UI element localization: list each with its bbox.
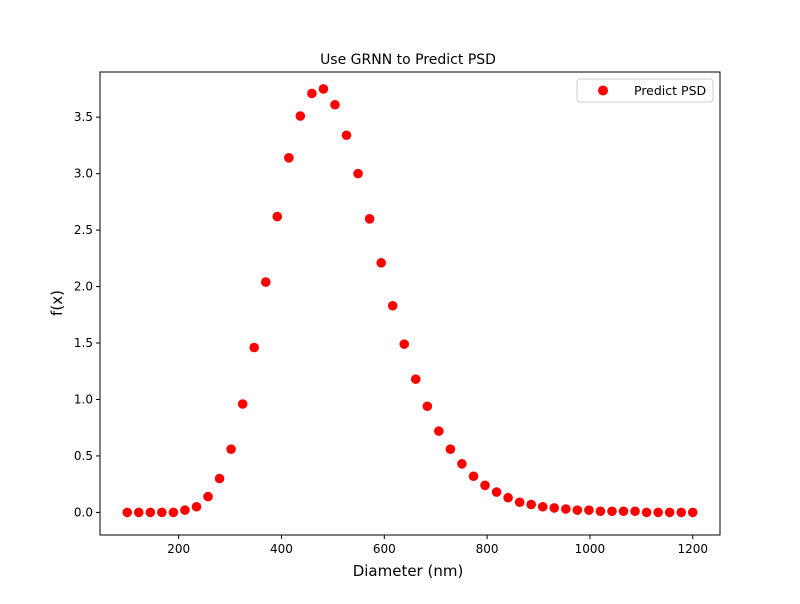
data-point <box>445 444 456 454</box>
data-points <box>122 84 698 518</box>
data-point <box>249 342 259 353</box>
data-point <box>526 499 536 510</box>
y-tick-label: 0.5 <box>74 449 93 463</box>
data-point <box>387 300 398 311</box>
x-tick-label: 800 <box>476 542 499 556</box>
plot-area-frame <box>99 71 721 536</box>
data-point <box>272 211 283 222</box>
y-tick-label: 2.5 <box>74 223 93 237</box>
data-point <box>410 374 421 384</box>
legend: Predict PSD <box>576 78 714 103</box>
data-point <box>641 507 652 518</box>
data-point <box>572 505 583 515</box>
x-tick-label: 1200 <box>677 542 708 556</box>
data-point <box>630 506 640 517</box>
data-point <box>549 503 560 513</box>
y-tick-label: 3.0 <box>74 167 93 181</box>
data-point <box>284 153 294 163</box>
legend-label: Predict PSD <box>634 83 706 98</box>
data-point <box>676 507 687 518</box>
data-point <box>341 130 352 141</box>
x-tick-label: 400 <box>270 542 293 556</box>
chart-title: Use GRNN to Predict PSD <box>320 52 496 68</box>
data-point <box>561 504 571 514</box>
data-point <box>514 497 525 508</box>
data-point <box>157 507 167 518</box>
data-point <box>653 507 663 518</box>
data-point <box>168 507 179 518</box>
data-point <box>664 507 675 518</box>
data-point <box>607 506 617 517</box>
data-point <box>295 111 306 121</box>
x-axis: 200 400 600 800 1000 1200 <box>167 535 708 556</box>
data-point <box>353 168 363 179</box>
y-axis: 0.0 0.5 1.0 1.5 2.0 2.5 3.0 3.5 <box>74 110 100 519</box>
y-tick-label: 1.0 <box>74 392 93 406</box>
data-point <box>422 401 433 412</box>
data-point <box>468 471 479 482</box>
y-tick-label: 3.5 <box>74 110 93 124</box>
data-point <box>226 444 236 454</box>
data-point <box>364 214 375 224</box>
data-point <box>376 258 386 268</box>
data-point <box>214 473 225 484</box>
data-point <box>480 480 490 491</box>
data-point <box>307 88 317 99</box>
data-point <box>399 339 410 349</box>
data-point <box>537 501 548 512</box>
data-point <box>584 505 594 515</box>
data-point <box>260 277 271 287</box>
data-point <box>318 84 329 94</box>
data-point <box>203 491 213 502</box>
y-tick-label: 2.0 <box>74 280 93 294</box>
data-point <box>503 492 513 503</box>
x-tick-label: 1000 <box>575 542 606 556</box>
x-tick-label: 200 <box>167 542 190 556</box>
data-point <box>687 507 698 518</box>
y-axis-title: f(x) <box>48 290 66 316</box>
data-point <box>595 506 606 517</box>
legend-marker <box>598 85 608 96</box>
data-point <box>145 507 156 518</box>
data-point <box>191 501 202 512</box>
x-tick-label: 600 <box>373 542 396 556</box>
data-point <box>330 99 340 110</box>
y-tick-label: 1.5 <box>74 336 93 350</box>
y-tick-label: 0.0 <box>74 505 93 519</box>
legend-box <box>576 78 714 103</box>
data-point <box>434 426 444 436</box>
x-axis-title: Diameter (nm) <box>353 562 464 580</box>
data-point <box>618 506 629 517</box>
data-point <box>180 505 190 515</box>
data-point <box>491 487 502 497</box>
data-point <box>457 459 467 469</box>
data-point <box>133 507 144 518</box>
data-point <box>122 507 133 518</box>
data-point <box>237 399 248 409</box>
